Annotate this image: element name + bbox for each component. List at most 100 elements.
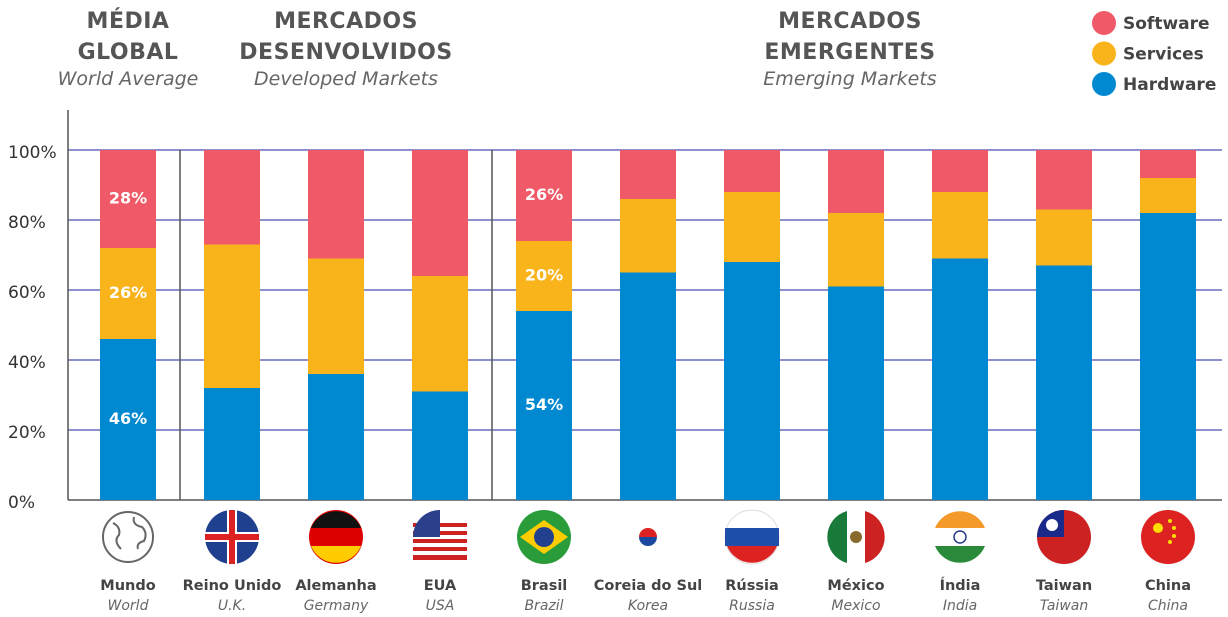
data-label: 26%	[109, 283, 147, 302]
bar-segment	[1140, 150, 1196, 178]
y-tick-label: 40%	[8, 353, 46, 373]
bar-segment	[100, 339, 156, 500]
flag	[1172, 526, 1176, 530]
flag	[953, 530, 967, 544]
x-tick-label-en: Korea	[628, 598, 668, 614]
bar-segment	[1140, 213, 1196, 500]
bar-segment	[204, 244, 260, 388]
bar-segment	[516, 241, 572, 311]
y-tick-label: 60%	[8, 283, 46, 303]
flag	[112, 516, 147, 550]
bar-segment	[620, 272, 676, 500]
flag-icon	[309, 510, 363, 564]
legend-swatch	[1092, 11, 1116, 35]
flag	[1168, 540, 1172, 544]
bar-segment	[412, 276, 468, 392]
x-tick-label-en: Brazil	[524, 598, 563, 614]
group-subtitle: Developed Markets	[254, 68, 438, 90]
flag-icon	[205, 510, 259, 564]
bar-segment	[308, 258, 364, 374]
flag	[1153, 523, 1163, 533]
flag-icon	[413, 510, 467, 564]
flag-icon	[1037, 510, 1091, 564]
flag	[229, 510, 235, 564]
data-label: 46%	[109, 409, 147, 428]
flag	[935, 511, 985, 528]
flag	[1046, 519, 1058, 531]
flag	[1168, 519, 1172, 523]
flag	[413, 510, 440, 537]
data-label: 28%	[109, 189, 147, 208]
bar-segment	[412, 150, 468, 276]
flag	[413, 555, 467, 560]
flag	[413, 547, 467, 551]
x-tick-label-en: World	[108, 598, 149, 614]
bar-segment	[1036, 265, 1092, 500]
bar-segment	[620, 150, 676, 199]
bar-segment	[1036, 150, 1092, 210]
flag	[827, 511, 847, 563]
legend-label: Software	[1123, 14, 1210, 34]
flag-icon	[102, 511, 154, 563]
x-tick-label: China	[1145, 578, 1191, 594]
flag	[1172, 534, 1176, 538]
bar-segment	[932, 192, 988, 259]
group-header: MÉDIA GLOBAL World Average	[58, 6, 199, 90]
bar-segment	[516, 150, 572, 241]
x-tick-label: Reino Unido	[183, 578, 282, 594]
x-tick-label-en: Germany	[304, 598, 369, 614]
x-tick-label: Mundo	[100, 578, 155, 594]
flag	[727, 546, 777, 563]
y-tick-label: 100%	[8, 143, 57, 163]
x-tick-label: Taiwan	[1036, 578, 1092, 594]
flag	[311, 511, 361, 528]
flag	[639, 528, 657, 537]
group-title: MERCADOS EMERGENTES	[764, 9, 936, 65]
bar-segment	[204, 388, 260, 500]
bar-segment	[828, 286, 884, 500]
flag	[413, 539, 467, 543]
flag	[725, 528, 779, 546]
bar-segment	[620, 199, 676, 273]
bar-segment	[204, 150, 260, 245]
bar-segment	[308, 374, 364, 500]
x-tick-label-en: Taiwan	[1040, 598, 1088, 614]
bar-segment	[724, 262, 780, 500]
group-title: MERCADOS DESENVOLVIDOS	[239, 9, 453, 65]
flag	[865, 511, 885, 563]
bar-segment	[1140, 178, 1196, 213]
legend-label: Hardware	[1123, 75, 1216, 95]
group-subtitle: Emerging Markets	[763, 68, 937, 90]
data-label: 54%	[525, 395, 563, 414]
legend-label: Services	[1123, 45, 1204, 65]
flag-icon	[827, 510, 885, 564]
x-tick-label-en: China	[1148, 598, 1188, 614]
data-label: 26%	[525, 185, 563, 204]
y-tick-label: 0%	[8, 493, 35, 513]
bar-segment	[412, 391, 468, 500]
x-tick-label-en: India	[943, 598, 977, 614]
bar-segment	[724, 192, 780, 262]
data-label: 20%	[525, 266, 563, 285]
bar-segment	[100, 150, 156, 248]
bar-segment	[828, 150, 884, 213]
legend-swatch	[1092, 72, 1116, 96]
x-tick-label-en: U.K.	[218, 598, 246, 614]
bar-segment	[1036, 209, 1092, 266]
y-tick-label: 20%	[8, 423, 46, 443]
x-tick-label: Rússia	[725, 578, 779, 594]
y-tick-label: 80%	[8, 213, 46, 233]
group-header: MERCADOS DESENVOLVIDOS Developed Markets	[239, 6, 452, 90]
flag-icon	[1141, 510, 1195, 564]
x-tick-label: Índia	[940, 577, 981, 594]
flag	[639, 537, 657, 546]
flag-icon	[933, 510, 987, 564]
flag	[935, 546, 985, 563]
flag	[850, 531, 862, 543]
flag	[102, 511, 154, 563]
group-header: MERCADOS EMERGENTES Emerging Markets	[763, 6, 936, 90]
x-tick-label: México	[827, 578, 884, 594]
flag	[1141, 510, 1195, 564]
